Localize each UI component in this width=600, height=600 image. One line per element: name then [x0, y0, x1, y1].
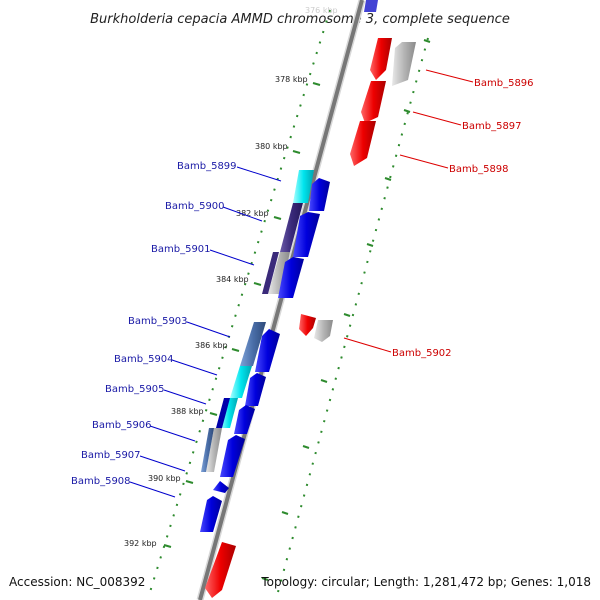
gene-label-bamb-5898[interactable]: Bamb_5898: [449, 164, 509, 175]
gene-label-bamb-5899[interactable]: Bamb_5899: [177, 161, 237, 172]
reverse-cds-partial-top: [364, 0, 378, 12]
leader-line: [399, 154, 449, 169]
kbp-scale: 378 kbp 380 kbp 382 kbp 384 kbp 386 kbp …: [124, 39, 431, 581]
gc-block-mid: [240, 322, 266, 366]
gc-block-low: [216, 398, 230, 428]
gc-block-high: [293, 170, 314, 203]
tick-mark-392: [163, 544, 172, 548]
forward-cds-bamb-5897[interactable]: [361, 81, 386, 123]
leader-line: [129, 481, 176, 498]
gene-label-bamb-5901[interactable]: Bamb_5901: [151, 244, 211, 255]
backbone: [198, 0, 364, 600]
outer-tick: [366, 243, 374, 247]
gene-label-bamb-5902[interactable]: Bamb_5902: [392, 348, 452, 359]
leader-line: [163, 389, 207, 405]
leader-line: [236, 166, 282, 182]
tick-mark-390: [185, 480, 194, 484]
outer-tick: [261, 577, 269, 581]
tick-label-384: 384 kbp: [216, 275, 249, 284]
tick-label-392: 392 kbp: [124, 539, 157, 548]
leader-line: [425, 69, 474, 83]
leader-line: [139, 455, 186, 472]
gene-label-bamb-5906[interactable]: Bamb_5906: [92, 420, 152, 431]
tick-label-378: 378 kbp: [275, 75, 308, 84]
reverse-strand-genes: [200, 178, 330, 532]
tick-mark-384: [253, 282, 262, 286]
gc-content-track: [201, 170, 314, 472]
tick-label-380: 380 kbp: [255, 142, 288, 151]
tick-label-386: 386 kbp: [195, 341, 228, 350]
reverse-cds[interactable]: [213, 481, 229, 493]
outer-tick: [403, 109, 411, 113]
reverse-cds[interactable]: [293, 212, 320, 257]
gc-block-mid: [201, 428, 214, 472]
gc-block-low: [262, 252, 279, 294]
inner-dotted-track: [149, 9, 331, 593]
forward-cds-bamb-5898[interactable]: [350, 121, 376, 166]
outer-tick: [423, 39, 431, 43]
reverse-cds[interactable]: [278, 257, 304, 298]
reverse-cds[interactable]: [255, 329, 280, 372]
gene-label-bamb-5897[interactable]: Bamb_5897: [462, 121, 522, 132]
reverse-cds[interactable]: [200, 496, 222, 532]
gc-block-low: [280, 203, 303, 252]
gene-label-bamb-5908[interactable]: Bamb_5908: [71, 476, 131, 487]
forward-strand-genes: [205, 38, 416, 598]
leader-line: [171, 359, 218, 376]
forward-cds-bamb-5896[interactable]: [370, 38, 392, 80]
forward-cds-bamb-5902[interactable]: [299, 314, 316, 336]
accession-text: Accession: NC_008392: [9, 575, 145, 589]
tick-label-390: 390 kbp: [148, 474, 181, 483]
outer-dotted-track: [277, 37, 429, 593]
leader-line: [149, 425, 196, 442]
gc-block-neutral: [206, 428, 222, 472]
tick-label-388: 388 kbp: [171, 407, 204, 416]
gene-label-bamb-5896[interactable]: Bamb_5896: [474, 78, 534, 89]
tick-mark-378: [312, 82, 321, 86]
reverse-cds[interactable]: [220, 435, 245, 477]
tick-label-376: 376 kbp: [305, 6, 338, 15]
reverse-cds[interactable]: [245, 373, 266, 406]
topology-text: Topology: circular; Length: 1,281,472 bp…: [260, 575, 591, 589]
reverse-gene-leaders: [129, 166, 282, 498]
gene-label-bamb-5904[interactable]: Bamb_5904: [114, 354, 174, 365]
tick-label-382: 382 kbp: [236, 209, 269, 218]
gene-label-bamb-5903[interactable]: Bamb_5903: [128, 316, 188, 327]
map-title: Burkholderia cepacia AMMD chromosome 3, …: [90, 12, 510, 27]
tick-mark-386: [231, 348, 240, 352]
tick-mark-380: [292, 150, 301, 154]
reverse-cds[interactable]: [309, 178, 330, 211]
leader-line: [209, 249, 255, 266]
leader-line: [222, 206, 263, 222]
outer-tick: [343, 313, 351, 317]
forward-cds[interactable]: [205, 542, 236, 598]
tick-mark-388: [209, 412, 218, 416]
leader-line: [412, 111, 462, 126]
gene-label-bamb-5907[interactable]: Bamb_5907: [81, 450, 141, 461]
leader-line: [186, 321, 231, 338]
outer-tick: [384, 177, 392, 181]
outer-tick: [281, 511, 289, 515]
gene-label-bamb-5905[interactable]: Bamb_5905: [105, 384, 165, 395]
gc-block-neutral: [268, 252, 290, 294]
tick-mark-382: [273, 216, 282, 220]
gene-label-bamb-5900[interactable]: Bamb_5900: [165, 201, 225, 212]
reverse-cds[interactable]: [234, 405, 255, 434]
forward-gene-leaders: [343, 69, 474, 353]
outer-tick: [320, 379, 328, 383]
misc-feature-grey[interactable]: [314, 320, 333, 342]
misc-feature-grey[interactable]: [392, 42, 416, 86]
leader-line: [343, 337, 392, 353]
outer-tick: [302, 445, 310, 449]
gc-block-high: [230, 366, 252, 398]
gc-block-high: [220, 398, 238, 428]
